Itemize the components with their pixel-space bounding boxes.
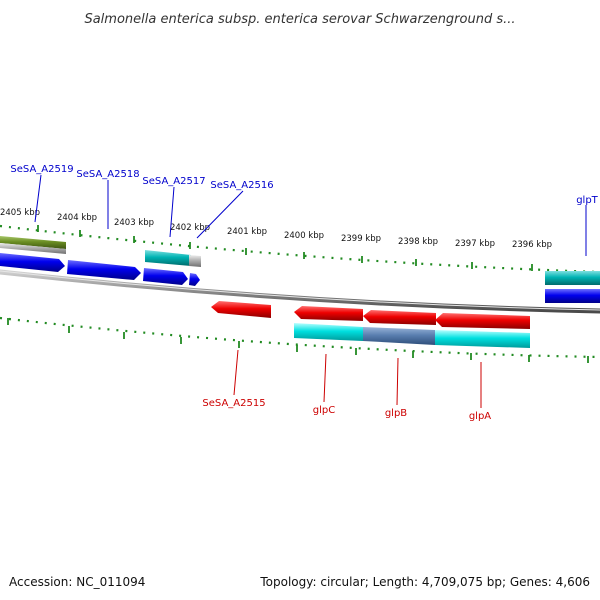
feature-blue-4[interactable] xyxy=(189,273,200,286)
feature-grey-right[interactable] xyxy=(189,255,201,267)
feature-cyan-glpa[interactable] xyxy=(435,330,530,348)
feature-olive[interactable] xyxy=(0,236,66,249)
leader-line-glpc xyxy=(323,353,327,403)
ruler-label-2397: 2397 kbp xyxy=(455,239,495,249)
gene-label-sesa-a2516[interactable]: SeSA_A2516 xyxy=(210,180,273,191)
feature-red-sesa-a2515[interactable] xyxy=(211,301,271,318)
leader-line-sesa-a2519 xyxy=(34,174,42,223)
map-title: Salmonella enterica subsp. enterica sero… xyxy=(84,12,515,27)
gene-label-sesa-a2515[interactable]: SeSA_A2515 xyxy=(202,398,265,409)
gene-label-glpa[interactable]: glpA xyxy=(469,411,491,422)
gene-label-glpt[interactable]: glpT xyxy=(576,195,598,206)
ruler-label-2398: 2398 kbp xyxy=(398,237,438,247)
feature-red-glpa[interactable] xyxy=(435,313,530,329)
gene-label-glpb[interactable]: glpB xyxy=(385,408,407,419)
leader-line-glpb xyxy=(396,357,399,406)
gene-label-sesa-a2517[interactable]: SeSA_A2517 xyxy=(142,176,205,187)
feature-red-glpb[interactable] xyxy=(363,310,436,325)
gene-label-sesa-a2518[interactable]: SeSA_A2518 xyxy=(76,169,139,180)
feature-blue-3[interactable] xyxy=(143,268,188,285)
genome-backbone-highlight xyxy=(0,270,600,311)
reverse-strand-features xyxy=(211,301,530,348)
feature-red-glpc[interactable] xyxy=(294,306,363,321)
gene-label-glpc[interactable]: glpC xyxy=(313,405,335,416)
ruler-label-2401: 2401 kbp xyxy=(227,227,267,237)
feature-blue-2[interactable] xyxy=(67,260,141,280)
leader-line-sesa-a2515 xyxy=(233,349,239,396)
top-gene-labels: SeSA_A2519 SeSA_A2518 SeSA_A2517 SeSA_A2… xyxy=(10,164,599,256)
feature-grey-left[interactable] xyxy=(0,243,66,254)
forward-strand-features xyxy=(0,236,600,303)
ruler-label-2400: 2400 kbp xyxy=(284,231,324,241)
gene-label-sesa-a2519[interactable]: SeSA_A2519 xyxy=(10,164,73,175)
leader-line-sesa-a2517 xyxy=(169,186,175,238)
feature-blue-1[interactable] xyxy=(0,253,65,272)
feature-overlap-glpb[interactable] xyxy=(363,327,435,345)
ruler-label-2402: 2402 kbp xyxy=(170,223,210,233)
ruler-label-2403: 2403 kbp xyxy=(114,218,154,228)
feature-blue-right[interactable] xyxy=(545,289,600,303)
genome-backbone xyxy=(0,269,600,314)
accession-text: Accession: NC_011094 xyxy=(9,575,145,589)
ruler-label-2404: 2404 kbp xyxy=(57,213,97,223)
upper-ruler-major-ticks xyxy=(37,225,533,271)
lower-ruler-major-ticks xyxy=(7,318,589,363)
feature-cyan-glpc[interactable] xyxy=(294,323,363,341)
ruler-label-2396: 2396 kbp xyxy=(512,240,552,250)
bottom-gene-labels: SeSA_A2515 glpC glpB glpA xyxy=(202,349,491,422)
ruler-label-2399: 2399 kbp xyxy=(341,234,381,244)
ruler-label-2405: 2405 kbp xyxy=(0,208,40,218)
leader-line-sesa-a2516 xyxy=(196,190,244,239)
feature-cyan-right[interactable] xyxy=(545,271,600,285)
feature-teal-overlay[interactable] xyxy=(145,250,191,266)
topology-text: Topology: circular; Length: 4,709,075 bp… xyxy=(259,575,590,589)
